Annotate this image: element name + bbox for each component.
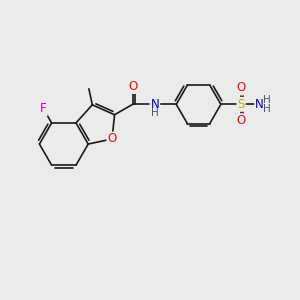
Text: O: O — [236, 82, 246, 94]
Text: O: O — [107, 133, 117, 146]
Text: O: O — [236, 114, 246, 127]
Text: H: H — [151, 108, 159, 118]
Text: H: H — [263, 103, 271, 113]
Text: O: O — [128, 80, 137, 93]
Text: H: H — [263, 95, 271, 105]
Text: S: S — [237, 98, 245, 111]
Text: N: N — [255, 98, 264, 111]
Text: N: N — [151, 98, 159, 111]
Text: F: F — [40, 102, 47, 115]
